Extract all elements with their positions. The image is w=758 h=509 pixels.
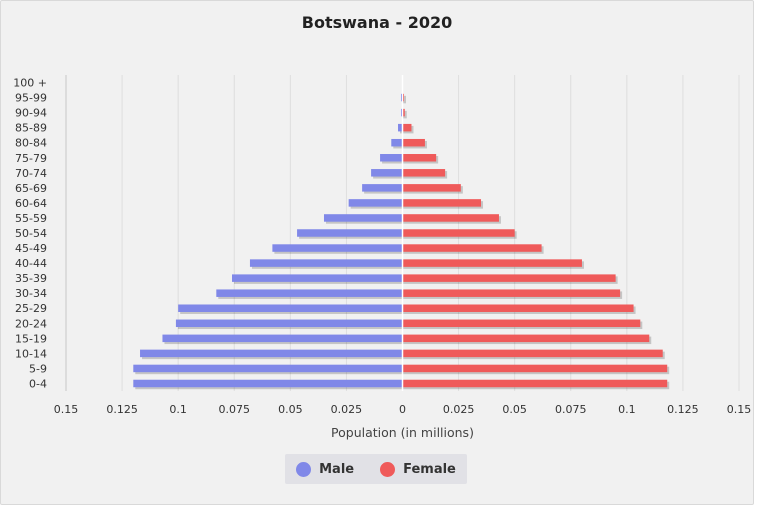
female-bar-65-69 <box>402 184 461 192</box>
y-tick-label: 65-69 <box>15 182 47 195</box>
y-tick-label: 40-44 <box>15 257 47 270</box>
y-tick-label: 50-54 <box>15 227 47 240</box>
male-bar-35-39 <box>232 274 403 282</box>
x-tick-label: 0.025 <box>331 403 363 416</box>
legend: Male Female <box>285 454 467 484</box>
female-bar-90-94 <box>402 108 405 117</box>
y-tick-label: 70-74 <box>15 167 47 180</box>
bar-shadow <box>404 110 407 119</box>
y-tick-label: 25-29 <box>15 302 47 315</box>
y-tick-label: 20-24 <box>15 317 47 330</box>
x-tick-label: 0.075 <box>555 403 587 416</box>
x-axis-label: Population (in millions) <box>331 425 474 440</box>
y-tick-label: 75-79 <box>15 152 47 165</box>
female-bar-25-29 <box>402 304 634 312</box>
male-bar-65-69 <box>362 184 403 192</box>
female-bar-50-54 <box>402 229 515 237</box>
male-bar-55-59 <box>323 214 403 222</box>
female-bar-60-64 <box>402 199 482 207</box>
y-tick-label: 35-39 <box>15 272 47 285</box>
y-tick-label: 80-84 <box>15 137 47 150</box>
x-tick-label: 0.15 <box>727 403 752 416</box>
male-bar-45-49 <box>272 244 403 252</box>
y-tick-label: 45-49 <box>15 242 47 255</box>
y-tick-label: 15-19 <box>15 332 47 345</box>
y-tick-label: 90-94 <box>15 107 47 120</box>
x-tick-label: 0.05 <box>278 403 303 416</box>
x-tick-label: 0.125 <box>106 403 138 416</box>
x-tick-label: 0.1 <box>618 403 636 416</box>
male-bar-25-29 <box>178 304 403 312</box>
y-tick-label: 10-14 <box>15 347 47 360</box>
x-tick-label: 0.075 <box>219 403 251 416</box>
male-bar-15-19 <box>162 334 403 343</box>
female-bar-30-34 <box>402 289 621 297</box>
chart-title: Botswana - 2020 <box>301 13 453 32</box>
y-tick-label: 5-9 <box>29 362 47 375</box>
x-tick-label: 0.025 <box>443 403 475 416</box>
legend-item-female[interactable]: Female <box>380 461 456 477</box>
female-bar-80-84 <box>402 138 425 147</box>
x-tick-label: 0.05 <box>502 403 527 416</box>
male-bar-75-79 <box>380 154 403 162</box>
male-bar-40-44 <box>249 259 403 267</box>
y-tick-label: 55-59 <box>15 212 47 225</box>
female-bar-35-39 <box>402 274 616 282</box>
female-bar-85-89 <box>402 123 412 132</box>
legend-label-male: Male <box>319 461 355 477</box>
female-bar-55-59 <box>402 214 499 222</box>
female-swatch-icon <box>380 461 396 477</box>
x-tick-label: 0.125 <box>667 403 699 416</box>
male-bar-10-14 <box>140 349 403 358</box>
legend-item-male[interactable]: Male <box>296 461 355 477</box>
male-bar-0-4 <box>133 379 403 388</box>
male-bar-20-24 <box>175 319 403 328</box>
male-bar-60-64 <box>348 199 403 207</box>
x-tick-label: 0 <box>399 403 406 416</box>
male-bar-70-74 <box>371 169 403 177</box>
female-bar-20-24 <box>402 319 641 328</box>
legend-label-female: Female <box>403 461 456 477</box>
male-bar-50-54 <box>297 229 403 237</box>
male-bar-85-89 <box>398 123 403 132</box>
y-tick-label: 95-99 <box>15 92 47 105</box>
female-bar-5-9 <box>402 364 668 373</box>
female-bar-10-14 <box>402 349 663 358</box>
bar-shadow <box>404 95 406 104</box>
female-bar-75-79 <box>402 154 437 162</box>
female-bar-70-74 <box>402 169 446 177</box>
male-swatch-icon <box>296 461 312 477</box>
male-bar-30-34 <box>216 289 403 297</box>
male-bar-80-84 <box>391 138 403 147</box>
y-tick-label: 60-64 <box>15 197 47 210</box>
x-tick-label: 0.1 <box>169 403 187 416</box>
male-bar-5-9 <box>133 364 403 373</box>
y-tick-label: 0-4 <box>29 377 47 390</box>
x-tick-label: 0.15 <box>54 403 79 416</box>
female-bar-45-49 <box>402 244 542 252</box>
y-tick-label: 30-34 <box>15 287 47 300</box>
female-bar-0-4 <box>402 379 668 388</box>
female-bar-15-19 <box>402 334 650 343</box>
y-tick-label: 100 + <box>13 77 47 90</box>
female-bar-40-44 <box>402 259 582 267</box>
y-tick-label: 85-89 <box>15 122 47 135</box>
